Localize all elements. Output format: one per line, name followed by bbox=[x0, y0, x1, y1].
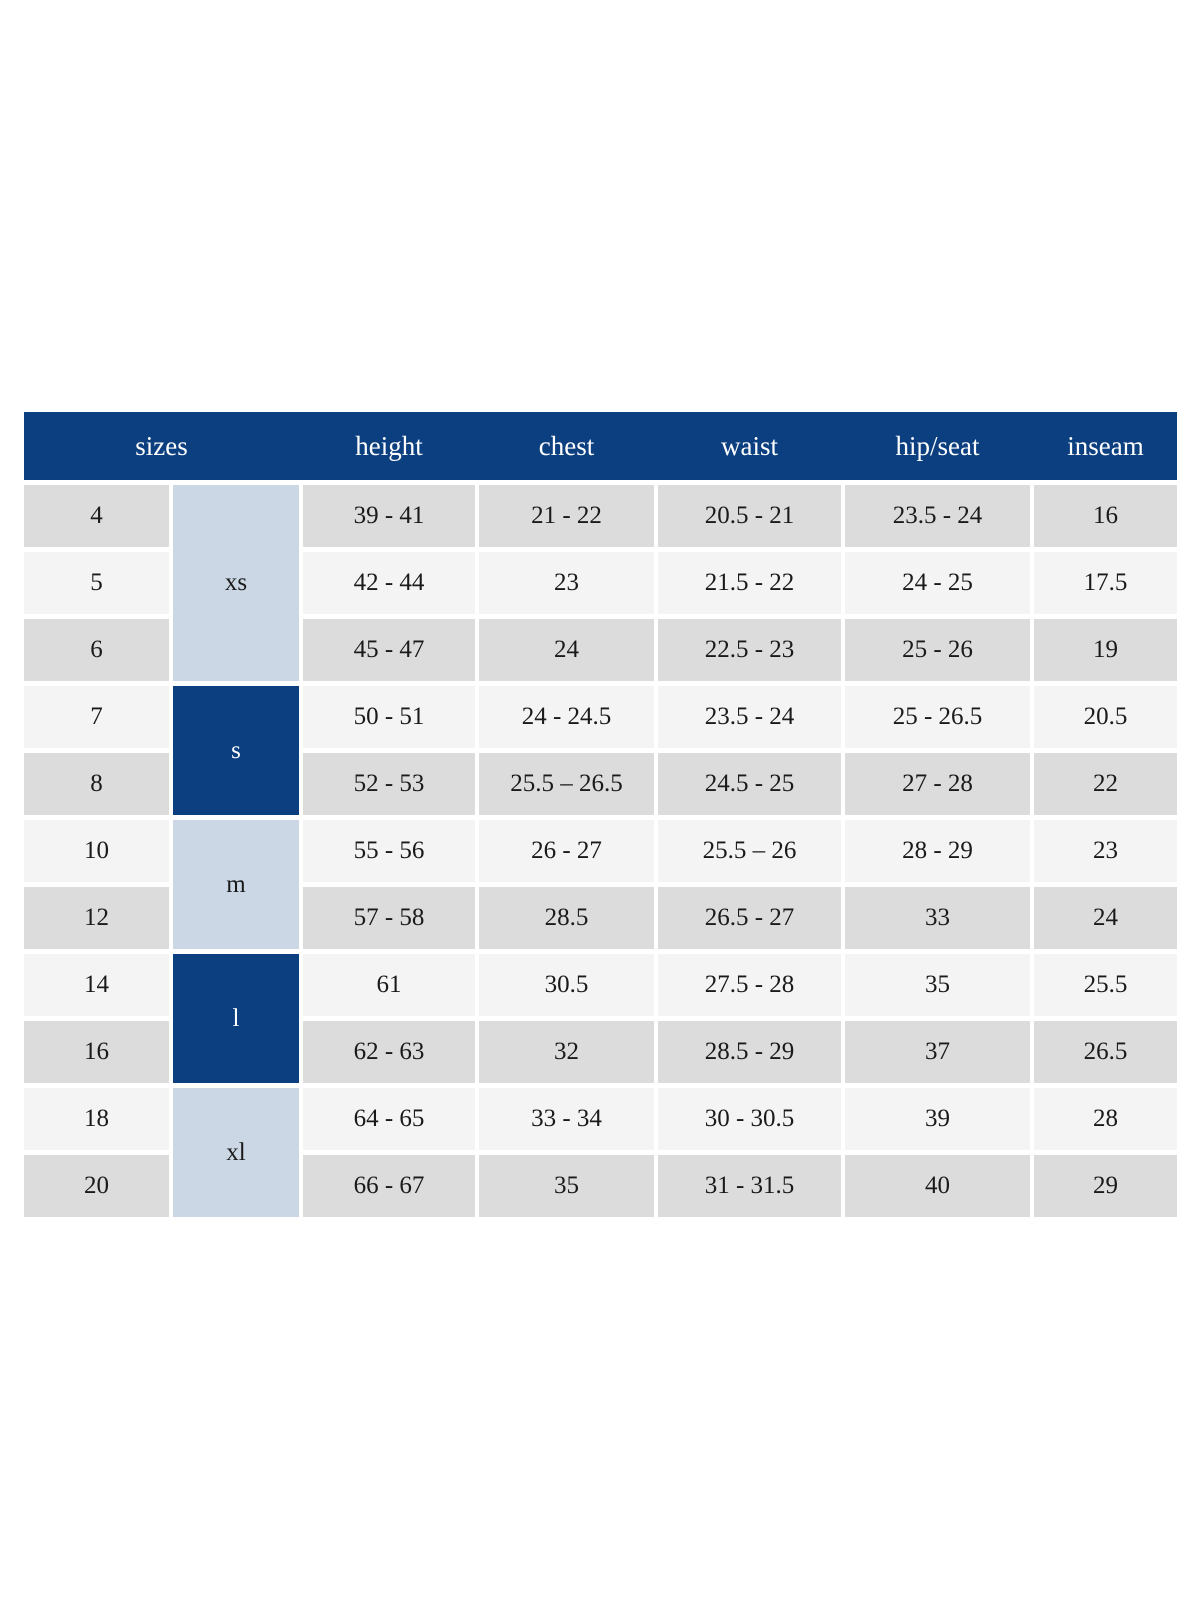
height-cell: 64 - 65 bbox=[303, 1088, 475, 1150]
height-cell: 42 - 44 bbox=[303, 552, 475, 614]
column-header-chest: chest bbox=[538, 430, 595, 461]
height-cell: 45 - 47 bbox=[303, 619, 475, 681]
height-cell: 62 - 63 bbox=[303, 1021, 475, 1083]
hip-seat-cell: 24 - 25 bbox=[845, 552, 1030, 614]
column-header-sizes: sizes bbox=[135, 430, 188, 461]
hip-seat-cell: 35 bbox=[845, 954, 1030, 1016]
height-cell: 57 - 58 bbox=[303, 887, 475, 949]
size-cell: 16 bbox=[24, 1021, 169, 1083]
hip-seat-cell: 23.5 - 24 bbox=[845, 485, 1030, 547]
inseam-cell: 17.5 bbox=[1034, 552, 1177, 614]
hip-seat-cell: 39 bbox=[845, 1088, 1030, 1150]
height-cell: 52 - 53 bbox=[303, 753, 475, 815]
group-cell-xs: xs bbox=[173, 485, 299, 681]
waist-cell: 22.5 - 23 bbox=[658, 619, 841, 681]
waist-cell: 31 - 31.5 bbox=[658, 1155, 841, 1217]
waist-cell: 24.5 - 25 bbox=[658, 753, 841, 815]
waist-cell: 27.5 - 28 bbox=[658, 954, 841, 1016]
size-cell: 14 bbox=[24, 954, 169, 1016]
group-cell-s: s bbox=[173, 686, 299, 815]
waist-cell: 26.5 - 27 bbox=[658, 887, 841, 949]
size-cell: 12 bbox=[24, 887, 169, 949]
table-header-row: sizes height chest waist hip/seat inseam bbox=[24, 412, 1177, 480]
hip-seat-cell: 33 bbox=[845, 887, 1030, 949]
hip-seat-cell: 25 - 26 bbox=[845, 619, 1030, 681]
table-body: xs s m l xl 4 39 - 41 21 - 22 20.5 - 21 … bbox=[24, 485, 1177, 1217]
waist-cell: 28.5 - 29 bbox=[658, 1021, 841, 1083]
chest-cell: 21 - 22 bbox=[479, 485, 654, 547]
inseam-cell: 22 bbox=[1034, 753, 1177, 815]
group-cell-xl: xl bbox=[173, 1088, 299, 1217]
column-header-waist: waist bbox=[721, 430, 778, 461]
chest-cell: 24 - 24.5 bbox=[479, 686, 654, 748]
height-cell: 61 bbox=[303, 954, 475, 1016]
inseam-cell: 29 bbox=[1034, 1155, 1177, 1217]
chest-cell: 33 - 34 bbox=[479, 1088, 654, 1150]
size-cell: 10 bbox=[24, 820, 169, 882]
inseam-cell: 28 bbox=[1034, 1088, 1177, 1150]
size-cell: 20 bbox=[24, 1155, 169, 1217]
size-cell: 5 bbox=[24, 552, 169, 614]
waist-cell: 21.5 - 22 bbox=[658, 552, 841, 614]
waist-cell: 30 - 30.5 bbox=[658, 1088, 841, 1150]
hip-seat-cell: 27 - 28 bbox=[845, 753, 1030, 815]
waist-cell: 20.5 - 21 bbox=[658, 485, 841, 547]
hip-seat-cell: 37 bbox=[845, 1021, 1030, 1083]
inseam-cell: 20.5 bbox=[1034, 686, 1177, 748]
inseam-cell: 26.5 bbox=[1034, 1021, 1177, 1083]
chest-cell: 23 bbox=[479, 552, 654, 614]
height-cell: 50 - 51 bbox=[303, 686, 475, 748]
chest-cell: 25.5 – 26.5 bbox=[479, 753, 654, 815]
inseam-cell: 24 bbox=[1034, 887, 1177, 949]
waist-cell: 23.5 - 24 bbox=[658, 686, 841, 748]
group-cell-l: l bbox=[173, 954, 299, 1083]
column-header-height: height bbox=[355, 430, 423, 461]
size-cell: 4 bbox=[24, 485, 169, 547]
size-chart-table: sizes height chest waist hip/seat inseam… bbox=[24, 412, 1177, 1217]
height-cell: 39 - 41 bbox=[303, 485, 475, 547]
inseam-cell: 19 bbox=[1034, 619, 1177, 681]
hip-seat-cell: 28 - 29 bbox=[845, 820, 1030, 882]
inseam-cell: 23 bbox=[1034, 820, 1177, 882]
size-cell: 7 bbox=[24, 686, 169, 748]
chest-cell: 35 bbox=[479, 1155, 654, 1217]
column-header-inseam: inseam bbox=[1067, 430, 1144, 461]
size-cell: 6 bbox=[24, 619, 169, 681]
hip-seat-cell: 25 - 26.5 bbox=[845, 686, 1030, 748]
hip-seat-cell: 40 bbox=[845, 1155, 1030, 1217]
chest-cell: 26 - 27 bbox=[479, 820, 654, 882]
inseam-cell: 25.5 bbox=[1034, 954, 1177, 1016]
chest-cell: 32 bbox=[479, 1021, 654, 1083]
chest-cell: 30.5 bbox=[479, 954, 654, 1016]
waist-cell: 25.5 – 26 bbox=[658, 820, 841, 882]
group-cell-m: m bbox=[173, 820, 299, 949]
chest-cell: 24 bbox=[479, 619, 654, 681]
size-cell: 8 bbox=[24, 753, 169, 815]
size-cell: 18 bbox=[24, 1088, 169, 1150]
chest-cell: 28.5 bbox=[479, 887, 654, 949]
height-cell: 55 - 56 bbox=[303, 820, 475, 882]
inseam-cell: 16 bbox=[1034, 485, 1177, 547]
height-cell: 66 - 67 bbox=[303, 1155, 475, 1217]
column-header-hip-seat: hip/seat bbox=[895, 430, 980, 461]
